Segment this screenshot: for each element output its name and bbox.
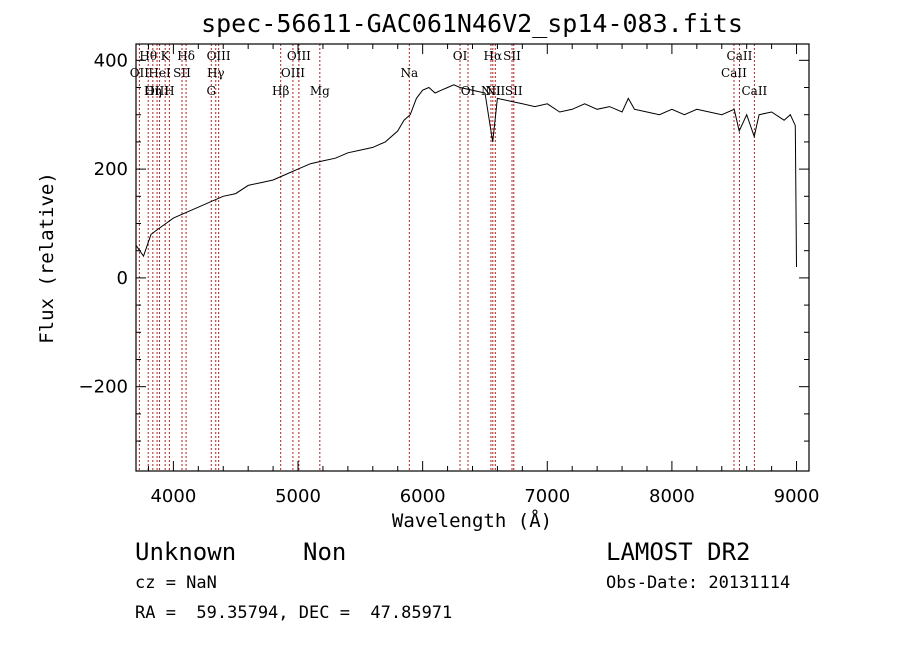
line-label: OIII [145,84,169,98]
line-label: OIII [207,49,231,63]
line-label: SII [173,66,191,80]
line-label: SII [503,49,521,63]
line-label: Hθ [139,49,157,63]
line-label: OIII [287,49,311,63]
line-label: Hη [144,84,162,98]
class-label: Unknown [135,538,237,566]
y-tick-label: 400 [94,50,128,71]
line-label: NII [481,84,501,98]
line-label: K [161,49,171,63]
line-label: SII [505,84,523,98]
coordinates-label: RA = 59.35794, DEC = 47.85971 [135,603,453,623]
line-label: OI [453,49,468,63]
x-tick-label: 8000 [649,486,695,507]
subclass-label: Non [303,538,347,566]
line-label: CaII [721,66,747,80]
line-label: NII [485,84,505,98]
line-label: CaII [741,84,767,98]
y-tick-label: 0 [117,268,128,289]
line-label: H [164,84,174,98]
chart-title: spec-56611-GAC061N46V2_sp14-083.fits [201,9,743,38]
x-tick-label: 6000 [400,486,446,507]
line-label: OII [130,66,150,80]
line-label: OIII [281,66,305,80]
line-label: Hβ [272,84,289,98]
line-label: G [206,84,216,98]
y-tick-label: 200 [94,159,128,180]
x-tick-label: 5000 [275,486,321,507]
line-label: Na [400,66,418,80]
plot-frame [135,43,810,472]
line-label: HeI [148,66,171,80]
spectrum-line [135,84,797,268]
line-markers [138,44,755,471]
line-label: Hγ [207,66,225,80]
x-tick-label: 4000 [150,486,196,507]
x-axis-label: Wavelength (Å) [392,509,552,532]
y-tick-label: −200 [79,377,128,398]
x-tick-label: 9000 [774,486,820,507]
line-label: Mg [310,84,330,98]
redshift-label: cz = NaN [135,573,217,593]
obs-date-label: Obs-Date: 20131114 [606,573,791,593]
axis-ticks: 4000 5000 6000 7000 8000 9000 −200 0 200 400 [79,44,820,507]
line-label: OI [461,84,476,98]
line-label: CaII [727,49,753,63]
x-tick-label: 7000 [524,486,570,507]
y-axis-label: Flux (relative) [36,172,58,344]
line-label: Hα [484,49,503,63]
line-label: Hδ [177,49,195,63]
survey-label: LAMOST DR2 [606,538,751,566]
